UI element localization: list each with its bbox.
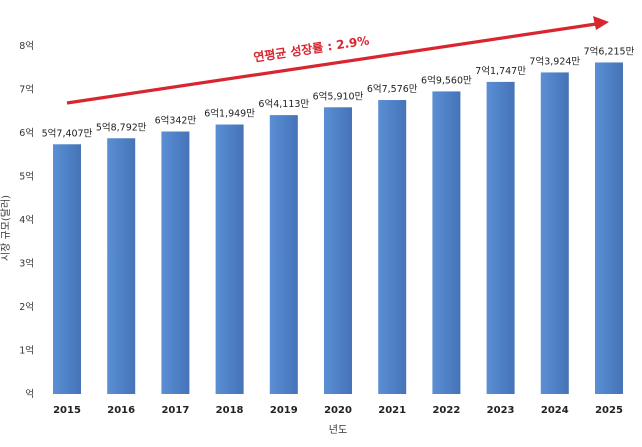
bar <box>540 72 569 394</box>
y-tick-label: 7억 <box>19 84 34 96</box>
data-label: 6억7,576만 <box>367 83 418 95</box>
data-label: 6억5,910만 <box>313 90 364 102</box>
y-tick-label: 억 <box>25 388 34 400</box>
y-tick-label: 5억 <box>19 171 34 183</box>
x-axis-label: 년도 <box>329 424 347 436</box>
x-tick-label: 2022 <box>432 405 460 416</box>
data-label: 5억8,792만 <box>96 121 147 133</box>
y-axis-ticks: 억 1억 2억 3억 4억 5억 6억 7억 8억 <box>19 40 34 400</box>
x-tick-label: 2020 <box>324 405 352 416</box>
x-tick-label: 2021 <box>378 405 406 416</box>
growth-arrow-head <box>593 16 609 30</box>
x-tick-label: 2023 <box>487 405 515 416</box>
data-label: 6억342만 <box>155 115 197 127</box>
x-tick-label: 2018 <box>216 405 244 416</box>
x-tick-label: 2019 <box>270 405 298 416</box>
growth-arrow <box>66 16 609 105</box>
y-tick-label: 1억 <box>19 345 34 357</box>
bar <box>107 138 136 394</box>
data-label: 6억4,113만 <box>258 98 309 110</box>
bar <box>161 131 190 394</box>
bar <box>432 91 461 394</box>
bar <box>215 124 244 394</box>
y-tick-label: 3억 <box>19 258 34 270</box>
y-tick-label: 8억 <box>19 40 34 52</box>
data-label: 5억7,407만 <box>42 127 93 139</box>
bar <box>486 81 515 395</box>
x-axis-ticks: 2015 2016 2017 2018 2019 2020 2021 2022 2023 2024… <box>53 405 623 416</box>
y-tick-label: 2억 <box>19 301 34 313</box>
bar <box>595 62 623 394</box>
x-tick-label: 2017 <box>161 405 189 416</box>
y-axis-label: 시장 규모(달러) <box>0 195 12 261</box>
y-tick-label: 6억 <box>19 127 34 139</box>
x-tick-label: 2015 <box>53 405 81 416</box>
x-tick-label: 2025 <box>595 405 623 416</box>
data-label: 7억1,747만 <box>475 65 526 77</box>
x-tick-label: 2016 <box>107 405 135 416</box>
x-tick-label: 2024 <box>541 405 569 416</box>
y-tick-label: 4억 <box>19 214 34 226</box>
growth-arrow-line <box>66 22 597 105</box>
data-label: 6억9,560만 <box>421 74 472 86</box>
bar <box>378 100 407 394</box>
data-label: 7억6,215만 <box>584 45 635 57</box>
bar <box>269 115 298 394</box>
bar-series <box>53 62 623 395</box>
bar <box>53 144 81 394</box>
bar <box>324 107 352 394</box>
data-label: 7억3,924만 <box>529 55 580 67</box>
data-label: 6억1,949만 <box>204 108 255 120</box>
